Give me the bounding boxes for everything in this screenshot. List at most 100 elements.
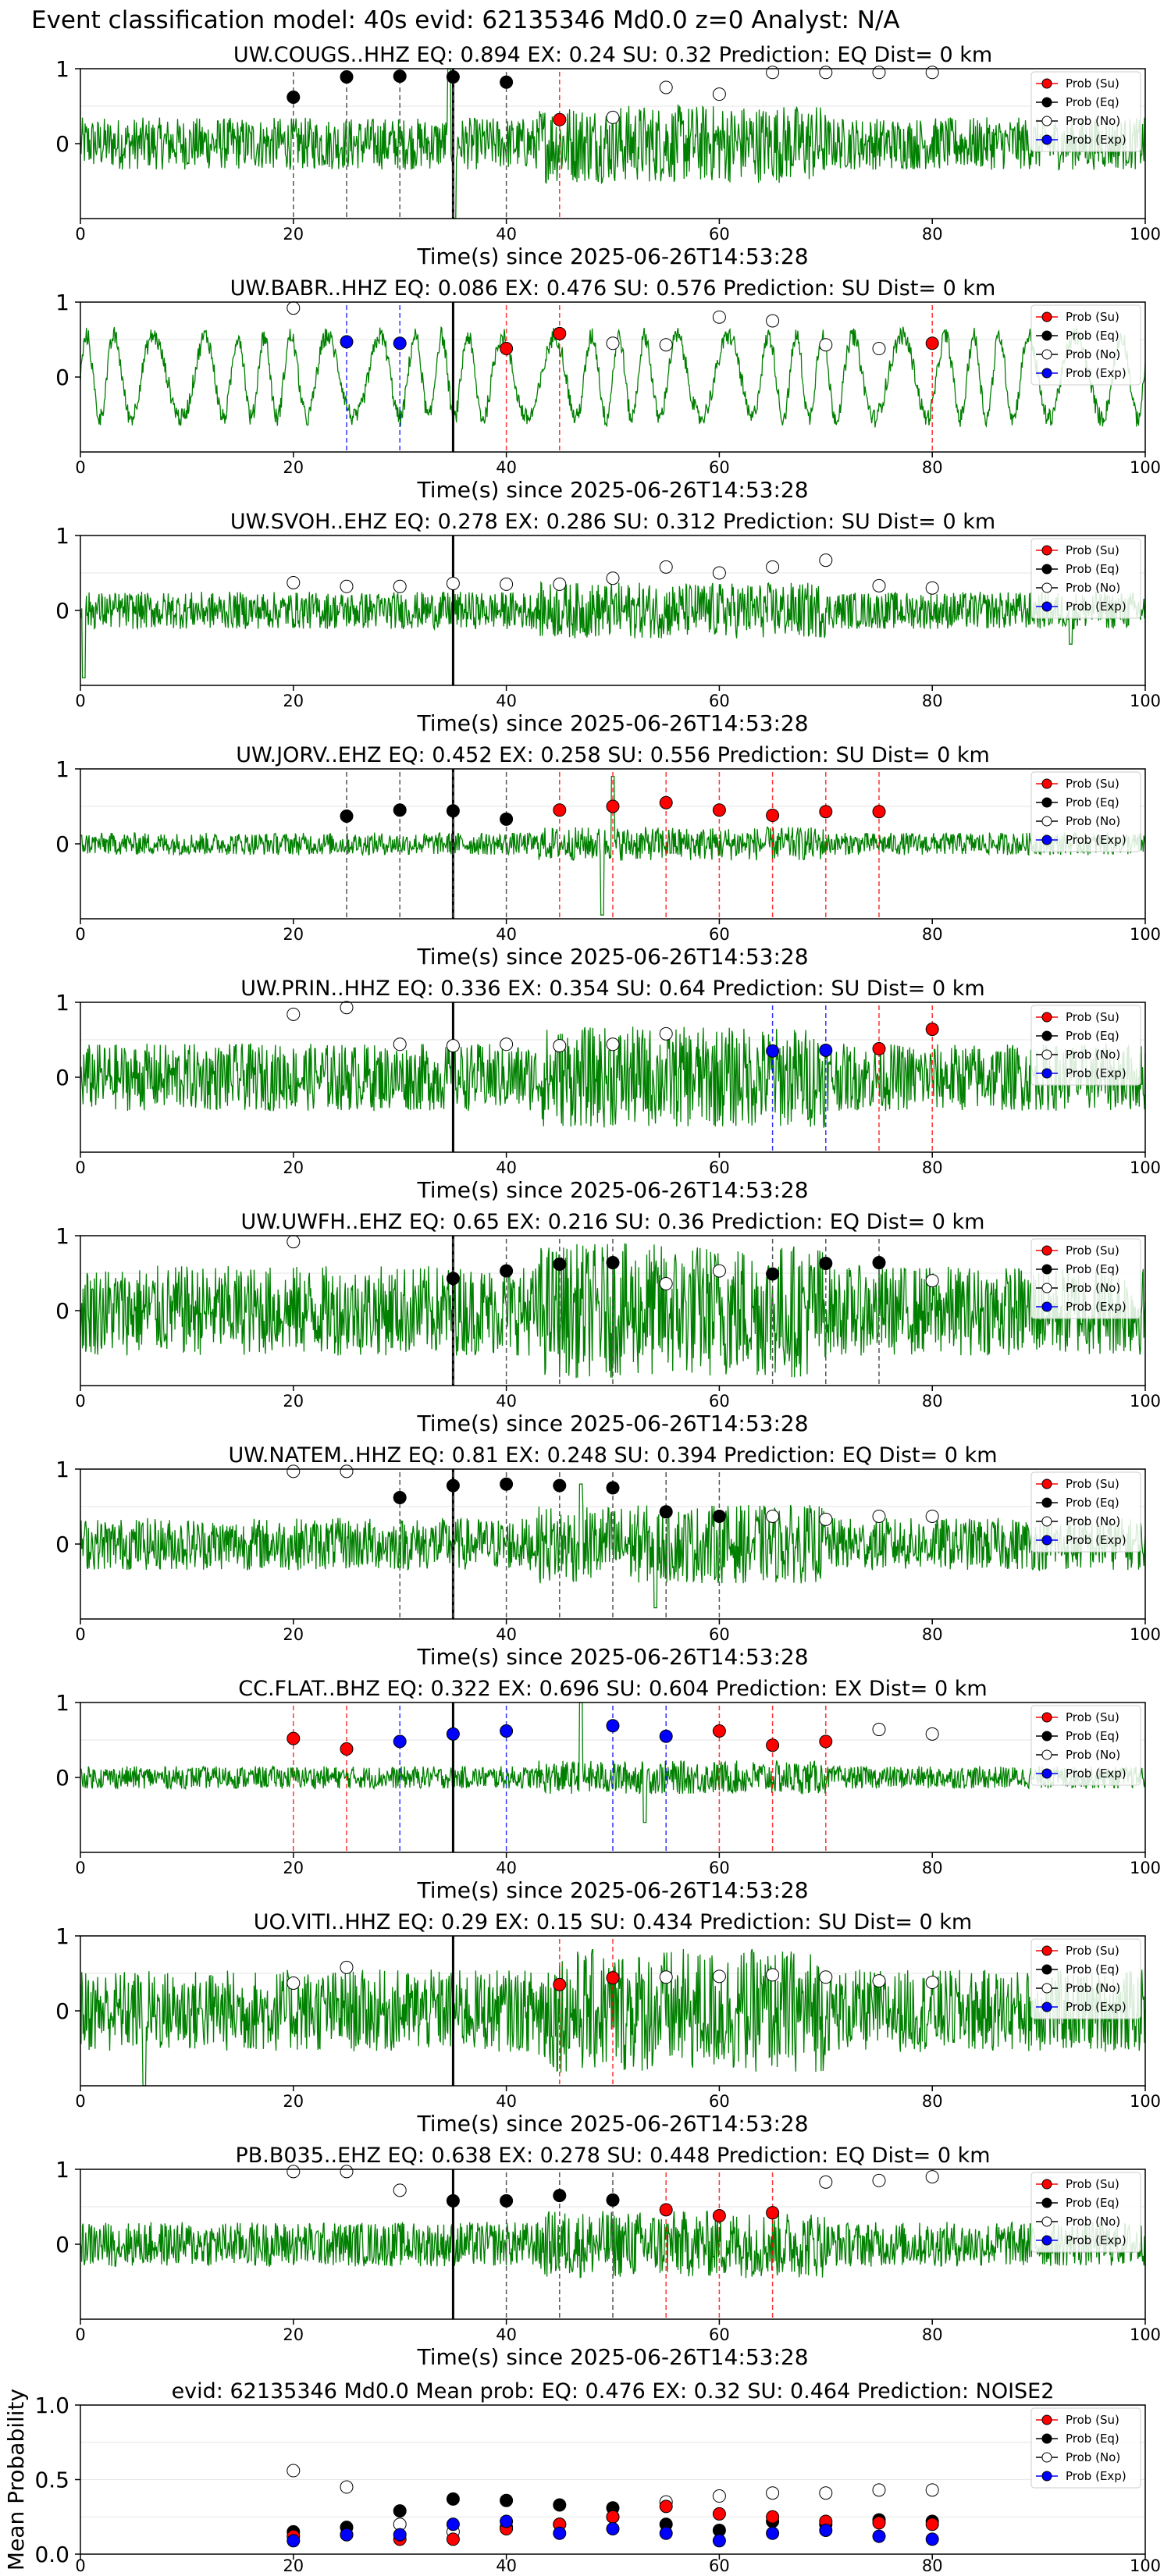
exp-mean-point [872, 2529, 886, 2543]
eq-prob-point [659, 1505, 673, 1519]
su-prob-point [819, 1735, 833, 1749]
noise-prob-point [659, 1026, 673, 1041]
exp-prob-point [393, 1735, 407, 1749]
legend-label: Prob (Eq) [1066, 562, 1119, 576]
y-tick-label: 1 [55, 2157, 69, 2183]
x-tick-label: 20 [283, 2325, 304, 2344]
y-tick-label: 0 [55, 831, 69, 857]
x-tick-label: 60 [709, 225, 730, 244]
legend-label: Prob (No) [1066, 814, 1120, 828]
y-tick-label: 0 [55, 1298, 69, 1324]
legend: Prob (Su) Prob (Eq) Prob (No) Prob (Exp) [1030, 1471, 1141, 1553]
x-tick-label: 40 [496, 925, 517, 944]
noise-prob-point [766, 1968, 780, 1982]
legend-label: Prob (Su) [1066, 777, 1119, 791]
y-tick-label: 1 [55, 1457, 69, 1482]
station-panel: UW.COUGS..HHZ EQ: 0.894 EX: 0.24 SU: 0.3… [55, 43, 1161, 269]
su-mean-point [712, 2507, 726, 2521]
x-axis-label: Time(s) since 2025-06-26T14:53:28 [416, 710, 808, 736]
x-tick-label: 100 [1130, 458, 1161, 477]
legend-label: Prob (Exp) [1066, 2000, 1127, 2014]
legend-label: Prob (No) [1066, 2450, 1120, 2464]
legend-marker [1041, 1731, 1052, 1742]
legend-label: Prob (Exp) [1066, 833, 1127, 847]
su-prob-point [606, 799, 620, 813]
su-mean-point [659, 2500, 673, 2514]
x-tick-label: 80 [922, 925, 943, 944]
legend-marker [1041, 834, 1052, 845]
x-tick-label: 60 [709, 1158, 730, 1177]
noise-mean-point [287, 2464, 301, 2478]
noise-prob-point [340, 1464, 354, 1478]
noise-prob-point [925, 1976, 939, 1990]
noise-prob-point [340, 1960, 354, 1974]
x-tick-label: 100 [1130, 925, 1161, 944]
legend-marker [1041, 582, 1052, 593]
noise-prob-point [393, 2183, 407, 2197]
noise-prob-point [340, 1001, 354, 1015]
su-mean-point [606, 2510, 620, 2524]
legend-marker [1041, 816, 1052, 827]
su-mean-point [925, 2517, 939, 2532]
noise-prob-point [925, 1509, 939, 1523]
legend-frame [1030, 1471, 1141, 1553]
x-tick-label: 40 [496, 1625, 517, 1644]
noise-prob-point [925, 2170, 939, 2184]
exp-mean-point [712, 2534, 726, 2548]
y-tick-label: 0 [55, 131, 69, 157]
mean-probability-panel: evid: 62135346 Md0.0 Mean prob: EQ: 0.47… [3, 2379, 1161, 2575]
panel-title: UW.UWFH..EHZ EQ: 0.65 EX: 0.216 SU: 0.36… [240, 1210, 984, 1234]
eq-prob-point [446, 1272, 460, 1286]
x-tick-label: 100 [1130, 1158, 1161, 1177]
y-axis-label: Mean Probability [3, 2389, 29, 2571]
legend-label: Prob (Su) [1066, 2413, 1119, 2427]
legend-marker [1041, 1283, 1052, 1293]
x-tick-label: 60 [709, 458, 730, 477]
x-tick-label: 40 [496, 1859, 517, 1877]
su-prob-point [659, 2203, 673, 2217]
waveform [80, 2210, 1146, 2279]
legend-marker [1041, 2433, 1052, 2444]
legend-label: Prob (No) [1066, 347, 1120, 361]
noise-prob-point [446, 576, 460, 590]
panel-title: UW.BABR..HHZ EQ: 0.086 EX: 0.476 SU: 0.5… [230, 276, 996, 301]
su-prob-point [766, 1738, 780, 1752]
exp-prob-point [766, 1044, 780, 1058]
x-tick-label: 100 [1130, 1625, 1161, 1644]
legend-marker [1041, 564, 1052, 575]
noise-prob-point [925, 66, 939, 80]
waveform [80, 581, 1146, 679]
x-tick-label: 80 [922, 458, 943, 477]
eq-prob-point [553, 1257, 567, 1271]
x-tick-label: 60 [709, 2092, 730, 2111]
x-tick-label: 60 [709, 692, 730, 710]
legend-label: Prob (Su) [1066, 1944, 1119, 1958]
noise-prob-point [500, 577, 514, 591]
eq-mean-point [553, 2498, 567, 2512]
noise-mean-point [819, 2486, 833, 2500]
x-axis-label: Time(s) since 2025-06-26T14:53:28 [416, 1644, 808, 1670]
y-tick-label: 1 [55, 56, 69, 82]
noise-prob-point [925, 1727, 939, 1741]
noise-prob-point [500, 1037, 514, 1051]
legend-frame [1030, 2407, 1141, 2489]
panel-title: UW.NATEM..HHZ EQ: 0.81 EX: 0.248 SU: 0.3… [228, 1443, 997, 1468]
su-mean-point [766, 2510, 780, 2524]
station-panel: UW.NATEM..HHZ EQ: 0.81 EX: 0.248 SU: 0.3… [55, 1443, 1161, 1670]
legend-marker [1041, 2235, 1052, 2246]
noise-prob-point [287, 1976, 301, 1990]
station-panel: UW.UWFH..EHZ EQ: 0.65 EX: 0.216 SU: 0.36… [55, 1210, 1161, 1436]
eq-prob-point [340, 809, 354, 823]
noise-prob-point [659, 1276, 673, 1290]
exp-mean-point [393, 2528, 407, 2542]
legend-marker [1041, 2452, 1052, 2463]
legend-marker [1041, 1245, 1052, 1256]
eq-prob-point [606, 2193, 620, 2207]
noise-prob-point [287, 2165, 301, 2179]
eq-prob-point [500, 2194, 514, 2208]
legend-label: Prob (Exp) [1066, 2233, 1127, 2247]
legend-label: Prob (Su) [1066, 543, 1119, 557]
x-tick-label: 20 [283, 692, 304, 710]
su-prob-point [553, 803, 567, 817]
x-tick-label: 80 [922, 1392, 943, 1411]
